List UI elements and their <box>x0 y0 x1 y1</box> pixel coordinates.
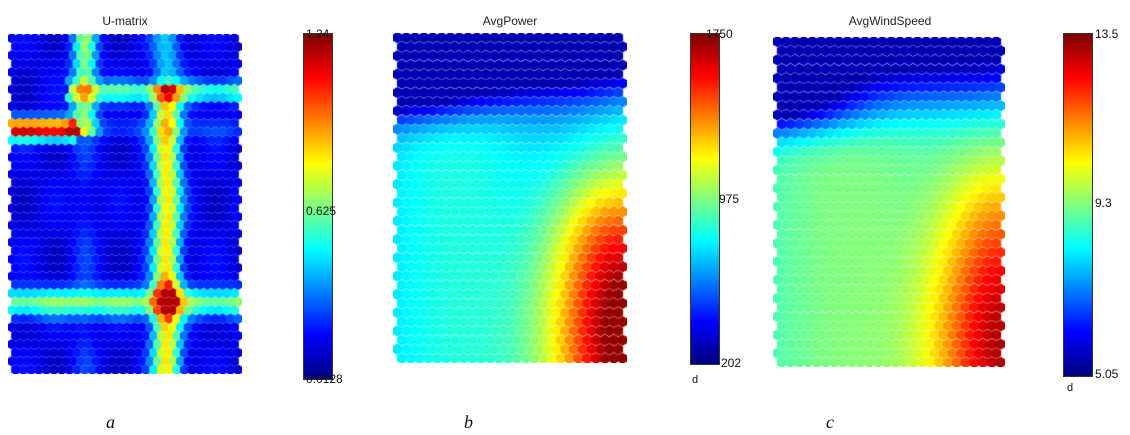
panel-label-a: a <box>106 412 115 432</box>
avgpower-title: AvgPower <box>482 14 538 28</box>
umatrix-tick-min: 0.0128 <box>306 372 343 386</box>
avgpower-unit: d <box>692 374 699 386</box>
avgpower-colorbar <box>690 33 720 365</box>
avgpower-heatmap <box>393 33 627 363</box>
panel-label-b: b <box>464 412 473 432</box>
avgwindspeed-title: AvgWindSpeed <box>848 14 932 28</box>
avgwindspeed-unit: d <box>1067 382 1074 394</box>
umatrix-heatmap <box>8 34 242 374</box>
avgwindspeed-heatmap <box>773 37 1005 367</box>
avgwindspeed-tick-mid: 9.3 <box>1095 196 1112 210</box>
umatrix-title: U-matrix <box>102 14 148 28</box>
umatrix-tick-mid: 0.625 <box>306 204 337 218</box>
avgpower-tick-max: 1750 <box>706 27 733 41</box>
panel-label-c: c <box>826 412 834 432</box>
avgwindspeed-tick-min: 5.05 <box>1095 367 1119 381</box>
avgwindspeed-tick-max: 13.5 <box>1095 27 1119 41</box>
avgpower-tick-min: 202 <box>721 356 742 370</box>
avgpower-tick-mid: 975 <box>719 192 740 206</box>
umatrix-colorbar <box>303 33 333 380</box>
umatrix-tick-max: 1.24 <box>306 27 330 41</box>
avgwindspeed-colorbar <box>1063 33 1093 377</box>
